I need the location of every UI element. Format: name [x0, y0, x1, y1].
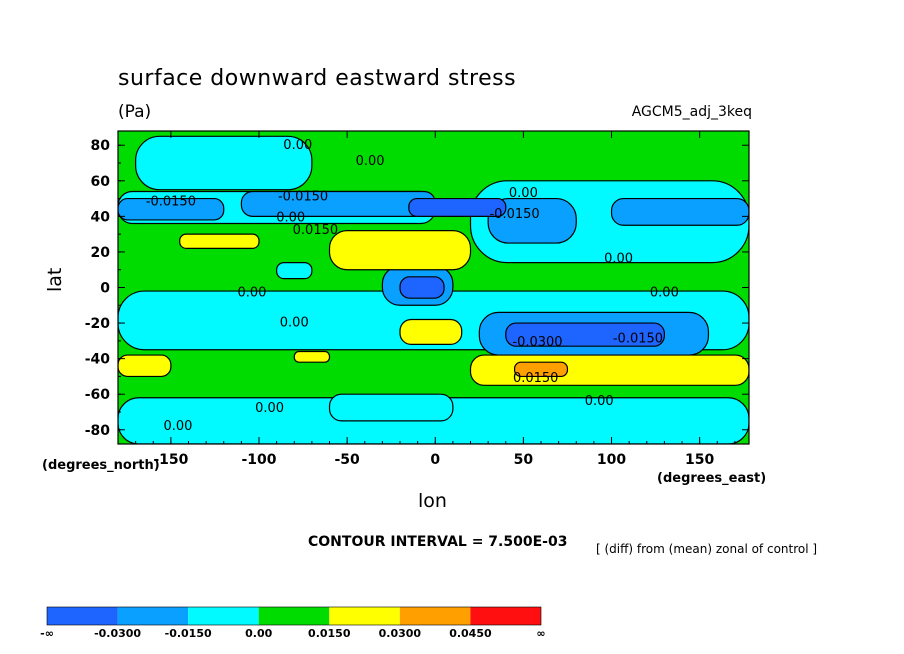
y-tick-label: 20 — [91, 245, 111, 261]
x-tick-label: 0 — [430, 452, 440, 468]
units-label: (Pa) — [118, 102, 152, 122]
field-region-18 — [399, 318, 463, 346]
colorbar-label: -0.0300 — [94, 627, 141, 640]
field-region-17 — [179, 233, 260, 249]
contour-label: 0.00 — [163, 419, 192, 434]
contour-label: 0.00 — [585, 394, 614, 409]
y-tick-label: -20 — [85, 316, 111, 332]
contour-label: 0.00 — [604, 252, 633, 267]
field-region-15 — [408, 197, 507, 217]
colorbar-label: ∞ — [536, 627, 545, 640]
difference-note: [ (diff) from (mean) zonal of control ] — [596, 542, 818, 556]
colorbar-swatch — [258, 607, 330, 625]
y-axis-title: lat — [44, 267, 66, 292]
contour-label: 0.0150 — [513, 371, 559, 386]
y-tick-label: 60 — [91, 174, 111, 190]
field-region-8 — [240, 190, 436, 217]
y-axis: 80 60 40 20 0 -20 -40 -60 -80 — [85, 138, 749, 439]
colorbar-label: 0.0150 — [308, 627, 351, 640]
contour-label: 0.00 — [255, 401, 284, 416]
field-region-14 — [505, 322, 665, 347]
y-tick-label: -80 — [85, 423, 111, 439]
contour-label: 0.00 — [650, 285, 679, 300]
colorbar-label: 0.00 — [245, 627, 272, 640]
colorbar-swatch — [47, 607, 118, 625]
colorbar-label: 0.0450 — [449, 627, 492, 640]
contour-label: 0.0150 — [293, 223, 339, 238]
x-tick-label: -150 — [153, 452, 188, 468]
y-tick-label: 40 — [91, 209, 111, 225]
contour-label: 0.00 — [356, 154, 385, 169]
colorbar: -∞ -0.0300 -0.0150 0.00 0.0150 0.0300 0.0450 ∞ — [40, 606, 546, 640]
plot-title: surface downward eastward stress — [118, 66, 517, 91]
contour-label: 0.00 — [276, 211, 305, 226]
field-region-21 — [293, 350, 331, 363]
contour-label: -0.0150 — [278, 189, 328, 204]
colorbar-frame — [46, 606, 542, 626]
contour-label: 0.00 — [237, 285, 266, 300]
field-region-9 — [487, 197, 577, 244]
contour-interval: CONTOUR INTERVAL = 7.500E-03 — [308, 534, 568, 550]
y-tick-label: -60 — [85, 387, 111, 403]
field-region-7 — [118, 197, 225, 221]
run-name: AGCM5_adj_3keq — [631, 104, 752, 120]
colorbar-swatch — [188, 607, 259, 625]
colorbar-label: -∞ — [40, 627, 54, 640]
x-tick-label: -50 — [334, 452, 360, 468]
colorbar-label: 0.0300 — [379, 627, 422, 640]
colorbar-swatch — [399, 607, 471, 625]
field-region-23 — [276, 262, 313, 280]
y-tick-label: 80 — [91, 138, 111, 154]
contour-label: 0.00 — [283, 138, 312, 153]
colorbar-swatch — [329, 607, 400, 625]
field-region-16 — [328, 229, 472, 271]
x-tick-label: 50 — [514, 452, 534, 468]
contour-label: -0.0150 — [146, 195, 196, 210]
contour-label: -0.0300 — [512, 335, 562, 350]
x-tick-label: -100 — [241, 452, 276, 468]
contour-label: 0.00 — [509, 186, 538, 201]
field-fill — [118, 131, 749, 444]
field-region-20 — [118, 354, 172, 378]
field-region-13 — [399, 276, 445, 299]
colorbar-swatch — [117, 607, 189, 625]
x-axis: -150 -100 -50 0 50 100 150 — [135, 131, 736, 468]
y-units-label: (degrees_north) — [42, 458, 160, 473]
x-axis-title: lon — [418, 490, 447, 512]
x-units-label: (degrees_east) — [657, 471, 767, 486]
x-tick-label: 150 — [685, 452, 714, 468]
field-region-3 — [135, 135, 313, 191]
contour-label: 0.00 — [280, 316, 309, 331]
colorbar-swatch — [470, 607, 541, 625]
y-tick-label: 0 — [100, 281, 110, 297]
x-tick-label: 100 — [597, 452, 626, 468]
field-region-10 — [610, 197, 749, 226]
colorbar-label: -0.0150 — [165, 627, 212, 640]
y-tick-label: -40 — [85, 352, 111, 368]
field-region-6 — [328, 393, 454, 422]
contour-label: -0.0150 — [613, 332, 663, 347]
field-region-22 — [513, 361, 569, 378]
contour-label: -0.0150 — [489, 207, 539, 222]
contour-labels: 0.000.00-0.0150 -0.0150 0.00-0.01500.000.0… — [146, 138, 679, 434]
